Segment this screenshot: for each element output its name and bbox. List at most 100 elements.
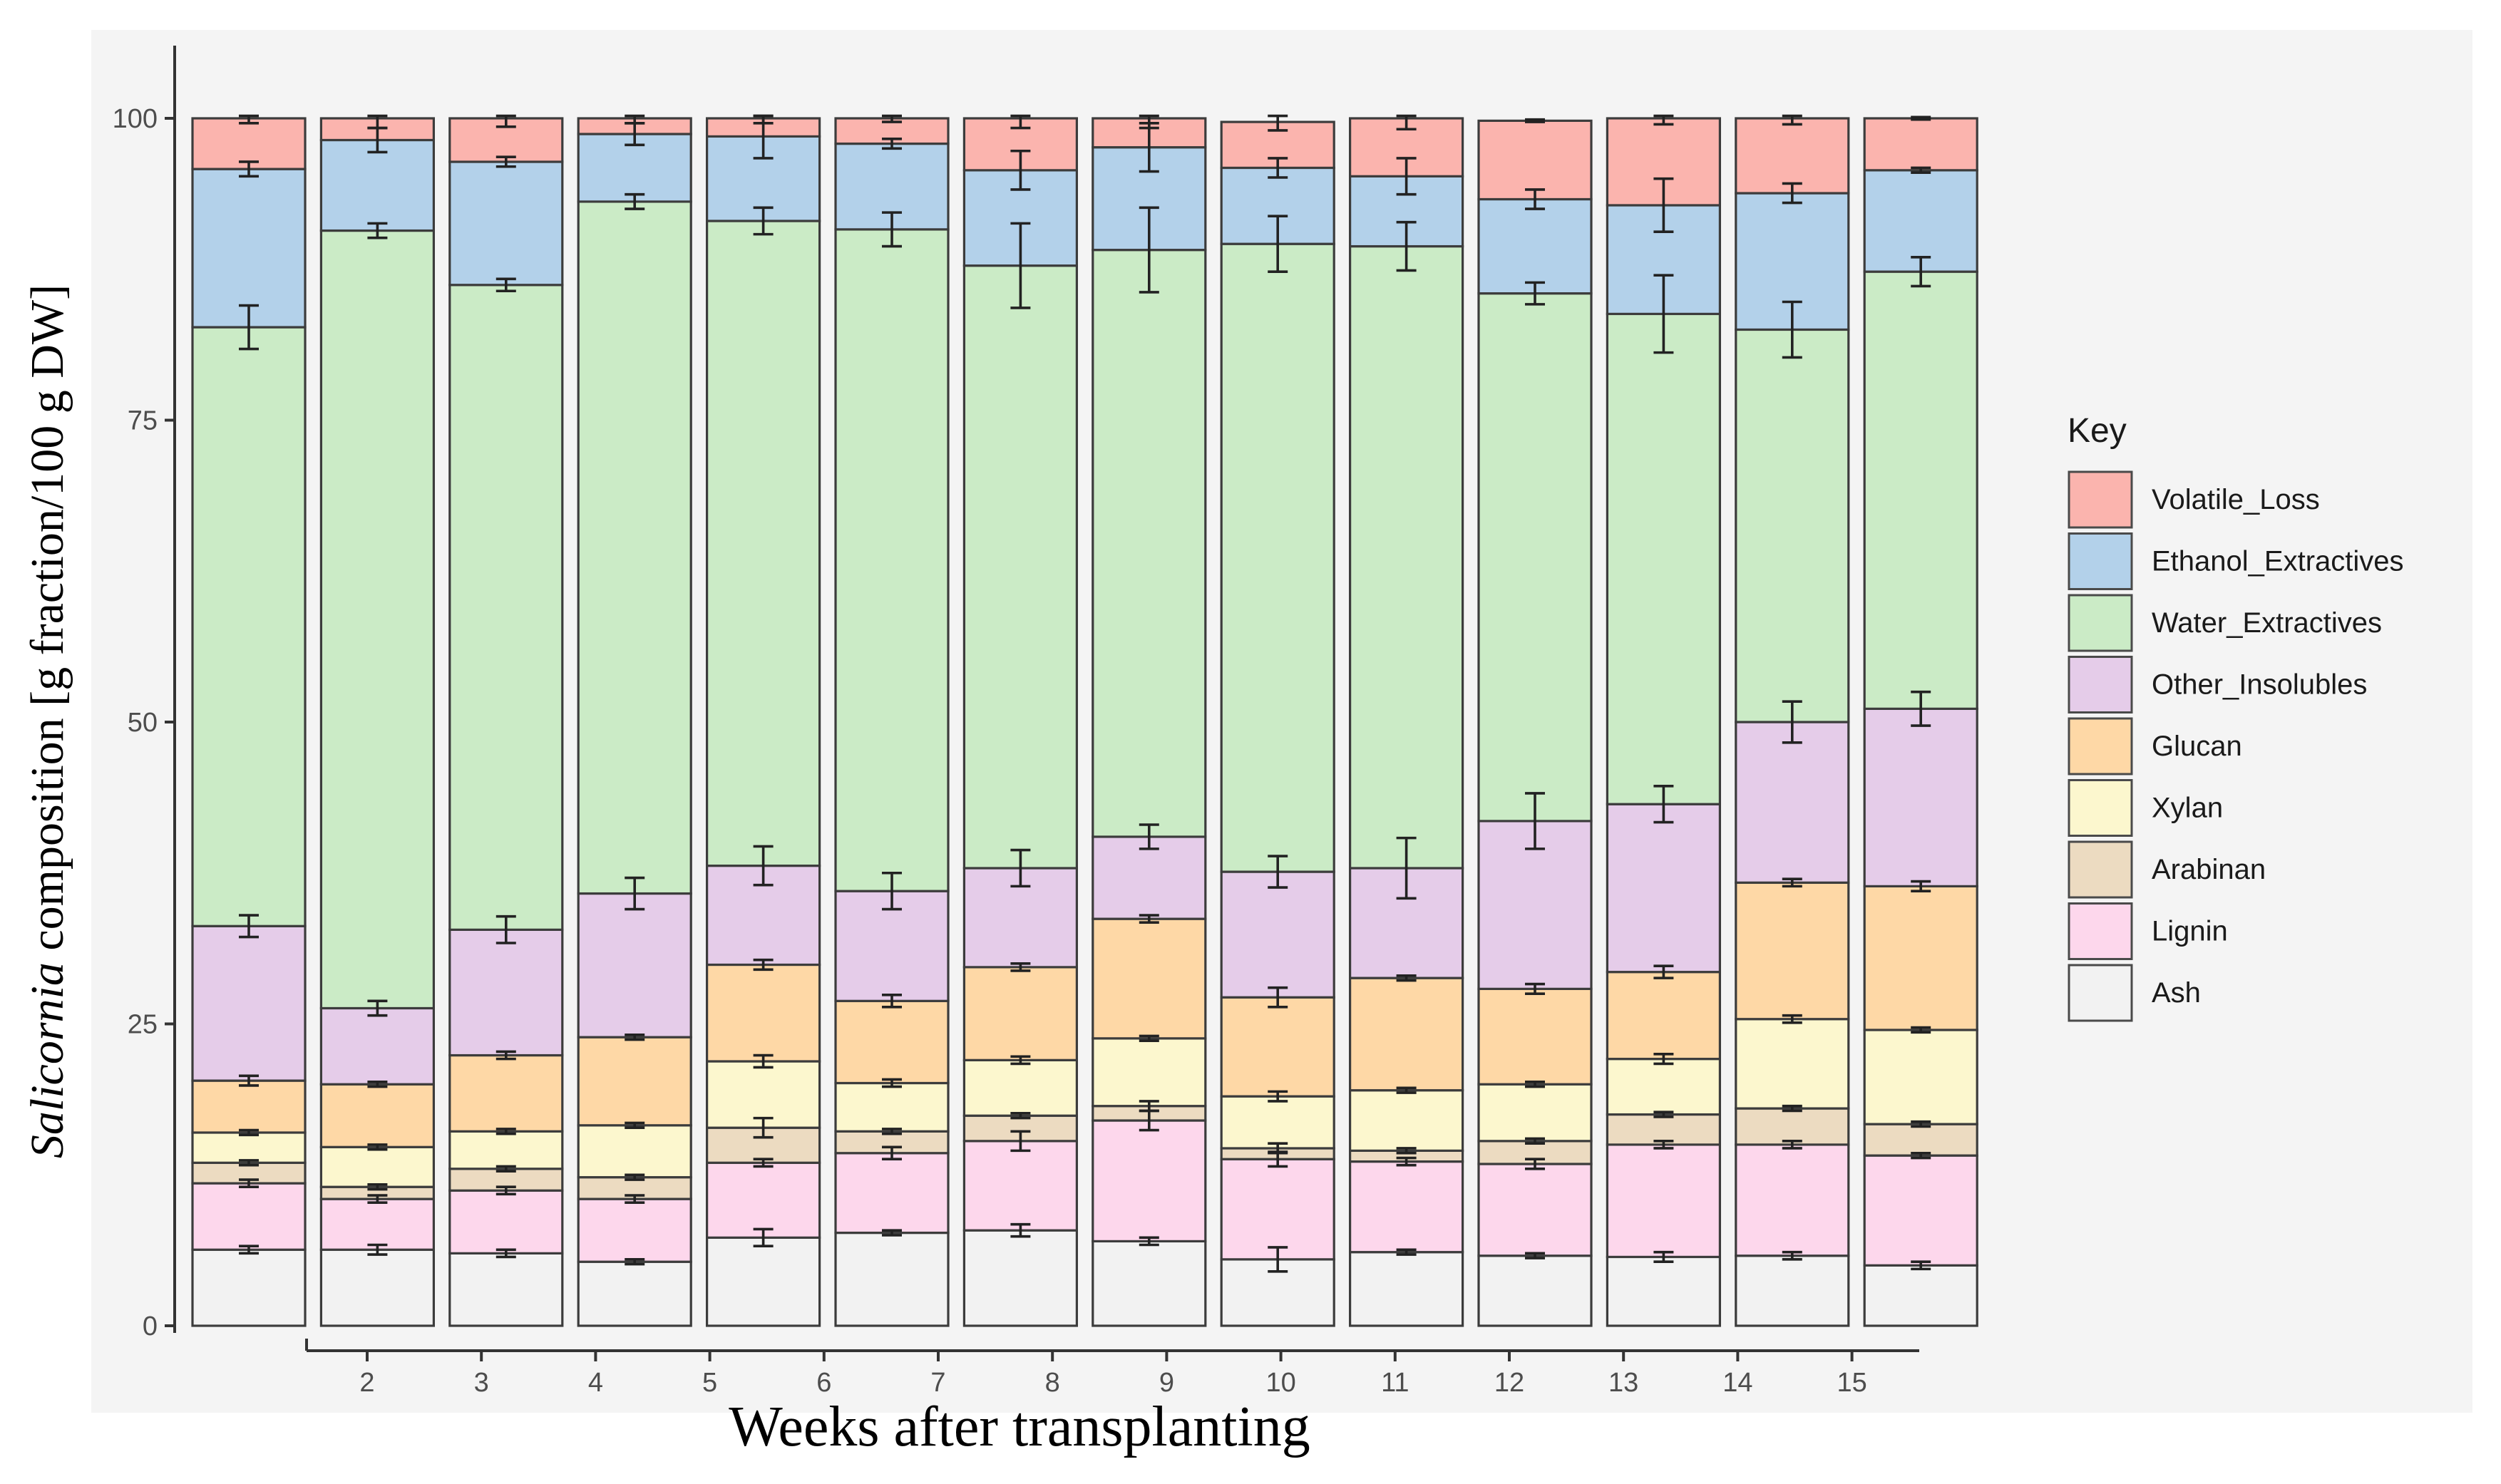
error-bar-ash: [753, 1227, 774, 1247]
y-tick-label: 50: [128, 708, 158, 738]
error-bar-xylan: [1139, 1034, 1159, 1043]
bar-week-8: [1092, 117, 1207, 1327]
bar-segment-ethanol-extractives: [448, 160, 564, 287]
error-bar-water-extractives: [1911, 256, 1931, 288]
bar-segment-ash: [1606, 1255, 1721, 1327]
error-bar-lignin: [1911, 1151, 1931, 1160]
x-tick-label: 13: [1608, 1368, 1638, 1398]
legend-item-arabinan: Arabinan: [2068, 840, 2266, 899]
bar-segment-ash: [1735, 1254, 1850, 1327]
bar-week-3: [448, 117, 564, 1327]
bar-segment-ash: [1863, 1264, 1978, 1327]
bar-segment-xylan: [1606, 1058, 1721, 1116]
bar-segment-water-extractives: [319, 229, 435, 1010]
error-bar-lignin: [625, 1194, 645, 1205]
bar-segment-other-insolubles: [1735, 721, 1850, 884]
error-bar-ash: [1911, 1260, 1931, 1271]
bar-segment-xylan: [834, 1081, 950, 1133]
error-bar-ash: [1525, 1252, 1545, 1259]
error-bar-arabinan: [1396, 1147, 1417, 1155]
error-bar-ash: [882, 1229, 902, 1237]
bar-segment-water-extractives: [191, 326, 307, 927]
bar-segment-glucan: [962, 966, 1079, 1061]
y-tick-label: 0: [143, 1312, 158, 1341]
error-bar-lignin: [495, 1185, 516, 1196]
legend-item-ethanol-extractives: Ethanol_Extractives: [2068, 532, 2404, 590]
error-bar-other-insolubles: [1911, 690, 1931, 727]
legend-item-glucan: Glucan: [2068, 717, 2242, 776]
x-tick-label: 4: [588, 1368, 603, 1398]
error-bar-arabinan: [882, 1128, 902, 1135]
bar-segment-lignin: [577, 1197, 692, 1263]
error-bar-ash: [1396, 1248, 1417, 1256]
error-bar-volatile-loss: [1525, 118, 1545, 123]
bar-segment-lignin: [1220, 1158, 1335, 1261]
error-bar-ethanol-extractives: [1782, 182, 1802, 205]
bar-segment-lignin: [1606, 1143, 1721, 1259]
error-bar-xylan: [1010, 1055, 1031, 1066]
error-bar-water-extractives: [1010, 222, 1031, 309]
bar-segment-arabinan: [1863, 1123, 1978, 1157]
bar-segment-glucan: [1092, 917, 1207, 1040]
error-bar-lignin: [239, 1178, 259, 1188]
legend-swatch: [2068, 964, 2133, 1022]
bar-segment-xylan: [1735, 1018, 1850, 1110]
bar-segment-ash: [577, 1260, 692, 1327]
error-bar-ash: [1139, 1236, 1159, 1247]
error-bar-volatile-loss: [753, 114, 774, 125]
error-bar-lignin: [882, 1145, 902, 1161]
legend-swatch: [2068, 779, 2133, 837]
error-bar-xylan: [367, 1143, 388, 1151]
legend-swatch: [2068, 532, 2133, 590]
error-bar-ethanol-extractives: [1525, 188, 1545, 210]
error-bar-glucan: [495, 1050, 516, 1061]
bar-segment-ash: [319, 1248, 435, 1327]
bar-segment-arabinan: [1735, 1107, 1850, 1146]
error-bar-lignin: [753, 1158, 774, 1168]
y-axis-label: Salicornia composition [g fraction/100 g…: [21, 284, 73, 1158]
error-bar-glucan: [1268, 986, 1288, 1009]
error-bar-arabinan: [1268, 1142, 1288, 1155]
bar-segment-arabinan: [962, 1114, 1079, 1143]
error-bar-ethanol-extractives: [882, 137, 902, 150]
error-bar-water-extractives: [239, 304, 259, 351]
error-bar-xylan: [1396, 1086, 1417, 1094]
bar-segment-lignin: [834, 1152, 950, 1235]
error-bar-volatile-loss: [1782, 114, 1802, 126]
x-axis-label: Weeks after transplanting: [729, 1396, 1310, 1458]
bar-segment-lignin: [1735, 1143, 1850, 1257]
bar-segment-other-insolubles: [1863, 707, 1978, 887]
x-tick-label: 2: [359, 1368, 374, 1398]
legend-item-water-extractives: Water_Extractives: [2068, 594, 2382, 652]
bar-segment-lignin: [1092, 1119, 1207, 1243]
bar-segment-volatile-loss: [448, 117, 564, 163]
error-bar-glucan: [1010, 962, 1031, 972]
error-bar-xylan: [1653, 1053, 1674, 1066]
error-bar-lignin: [367, 1194, 388, 1205]
error-bars-layer: [239, 114, 1931, 1273]
x-tick-label: 11: [1381, 1368, 1409, 1398]
error-bar-lignin: [1525, 1158, 1545, 1170]
x-tick-label: 7: [930, 1368, 945, 1398]
bar-segment-ash: [1092, 1240, 1207, 1327]
y-axis-label-units: composition [g fraction/100 g DW]: [21, 284, 73, 962]
legend-swatch: [2068, 470, 2133, 529]
error-bar-other-insolubles: [1010, 848, 1031, 888]
error-bar-ethanol-extractives: [239, 160, 259, 178]
bar-segment-other-insolubles: [1220, 870, 1335, 999]
bar-segment-water-extractives: [1220, 242, 1335, 873]
y-tick-label: 25: [128, 1010, 158, 1040]
bar-segment-volatile-loss: [1863, 117, 1978, 172]
bar-segment-glucan: [1220, 996, 1335, 1098]
error-bar-volatile-loss: [1911, 115, 1931, 121]
legend-label: Arabinan: [2152, 854, 2266, 885]
bar-segment-water-extractives: [1348, 244, 1464, 870]
x-tick-label: 15: [1837, 1368, 1866, 1398]
bar-segment-volatile-loss: [1735, 117, 1850, 195]
bar-segment-lignin: [1863, 1154, 1978, 1267]
error-bar-ethanol-extractives: [1911, 166, 1931, 175]
bar-segment-glucan: [319, 1083, 435, 1148]
error-bar-volatile-loss: [495, 114, 516, 128]
bar-segment-water-extractives: [1606, 312, 1721, 805]
legend-item-lignin: Lignin: [2068, 902, 2228, 960]
